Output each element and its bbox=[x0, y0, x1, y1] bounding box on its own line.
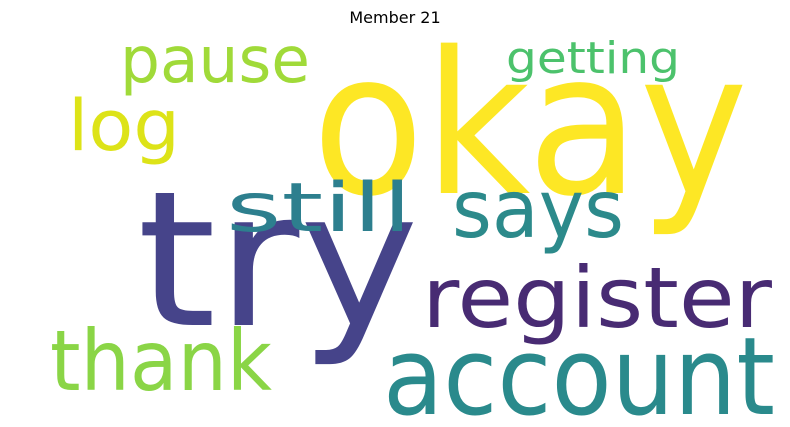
word-getting: getting bbox=[506, 33, 680, 84]
word-still: still bbox=[226, 169, 412, 248]
word-register: register bbox=[422, 249, 772, 347]
word-okay: okay bbox=[312, 9, 748, 240]
word-thank: thank bbox=[50, 312, 272, 410]
word-account: account bbox=[383, 315, 775, 427]
chart-title: Member 21 bbox=[349, 8, 441, 27]
word-log: log bbox=[68, 85, 180, 167]
word-pause: pause bbox=[120, 24, 310, 98]
word-says: says bbox=[452, 163, 624, 256]
word-try: try bbox=[137, 151, 419, 370]
